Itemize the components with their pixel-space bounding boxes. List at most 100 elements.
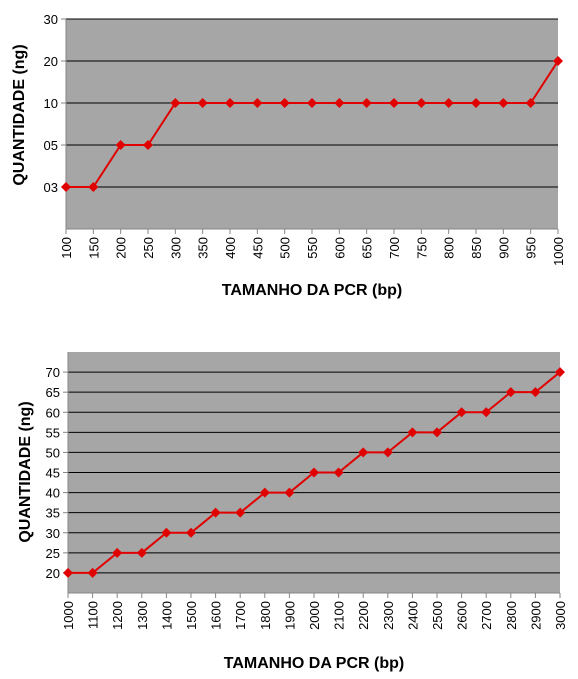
data-point <box>210 507 221 518</box>
data-point <box>197 98 208 108</box>
x-tick-label: 1500 <box>184 601 199 630</box>
data-point <box>61 182 71 192</box>
x-tick-label: 550 <box>305 237 320 259</box>
x-tick-label: 800 <box>442 237 457 259</box>
x-tick-label: 2200 <box>356 601 371 630</box>
y-axis-title: QUANTIDADE (ng) <box>17 401 34 542</box>
data-point <box>136 547 147 558</box>
x-tick-label: 1700 <box>233 601 248 630</box>
y-tick-label: 60 <box>46 405 60 420</box>
data-point <box>87 567 98 578</box>
y-tick-label: 70 <box>46 365 60 380</box>
x-tick-label: 1000 <box>61 601 76 630</box>
y-tick-label: 20 <box>46 566 60 581</box>
data-point <box>333 467 344 478</box>
y-tick-label: 35 <box>46 506 60 521</box>
x-tick-label: 2700 <box>479 601 494 630</box>
data-point <box>407 427 418 438</box>
x-tick-label: 100 <box>59 237 74 259</box>
y-tick-label: 10 <box>44 96 58 111</box>
data-point <box>361 98 372 108</box>
data-point <box>416 98 427 108</box>
x-tick-label: 500 <box>278 237 293 259</box>
x-tick-label: 650 <box>360 237 375 259</box>
y-tick-label: 25 <box>46 546 60 561</box>
data-point <box>112 547 123 558</box>
x-tick-label: 200 <box>114 237 129 259</box>
x-tick-label: 400 <box>223 237 238 259</box>
data-point <box>309 467 319 478</box>
data-point <box>382 447 393 458</box>
x-tick-label: 1600 <box>209 601 224 630</box>
x-tick-label: 950 <box>524 237 539 259</box>
x-tick-label: 700 <box>387 237 402 259</box>
data-point <box>284 487 295 498</box>
x-tick-label: 900 <box>496 237 511 259</box>
data-point <box>63 567 73 578</box>
x-tick-label: 2500 <box>430 601 445 630</box>
x-tick-label: 850 <box>469 237 484 259</box>
data-point <box>88 182 99 192</box>
y-tick-label: 50 <box>46 445 60 460</box>
y-tick-label: 20 <box>44 54 58 69</box>
x-tick-label: 250 <box>141 237 156 259</box>
x-tick-label: 1100 <box>86 601 101 629</box>
y-tick-label: 30 <box>46 526 60 541</box>
data-point <box>170 98 181 108</box>
data-point <box>553 56 563 66</box>
data-point <box>530 387 541 398</box>
x-tick-label: 750 <box>414 237 429 259</box>
x-axis-title: TAMANHO DA PCR (bp) <box>222 282 402 299</box>
data-point <box>279 98 290 108</box>
x-tick-label: 150 <box>86 237 101 259</box>
y-axis-title: QUANTIDADE (ng) <box>11 44 28 185</box>
x-tick-label: 350 <box>196 237 211 259</box>
data-point <box>161 527 172 538</box>
data-point <box>505 387 516 398</box>
data-point <box>115 140 126 150</box>
x-tick-label: 2800 <box>504 601 519 630</box>
x-tick-label: 600 <box>332 237 347 259</box>
data-point <box>471 98 481 108</box>
chart-top: 03 05 10 20 30 100 150 200 250 300 350 400 450 500 550… <box>0 0 578 310</box>
data-point <box>143 140 153 150</box>
data-point <box>498 98 509 108</box>
chart-bottom: 20 25 30 35 40 45 50 55 60 65 70 1000 1100 1200 1300 14… <box>0 340 578 679</box>
chart-bottom-svg: 20 25 30 35 40 45 50 55 60 65 70 1000 1100 1200 1300 14… <box>17 352 568 672</box>
data-point <box>235 507 246 518</box>
y-tick-label: 05 <box>44 138 58 153</box>
x-tick-label: 3000 <box>553 601 568 630</box>
y-tick-label: 65 <box>46 385 60 400</box>
x-tick-label: 1900 <box>282 601 297 630</box>
data-point <box>456 407 467 418</box>
chart-top-svg: 03 05 10 20 30 100 150 200 250 300 350 400 450 500 550… <box>11 12 566 299</box>
data-point <box>307 98 317 108</box>
data-point <box>358 447 369 458</box>
x-tick-label: 2300 <box>381 601 396 630</box>
x-tick-label: 1800 <box>258 601 273 630</box>
x-tick-label: 2100 <box>332 601 347 630</box>
x-tick-label: 450 <box>250 237 265 259</box>
y-tick-label: 30 <box>44 12 58 27</box>
x-axis-title: TAMANHO DA PCR (bp) <box>224 655 404 672</box>
x-tick-label: 2000 <box>307 601 322 630</box>
x-tick-label: 1400 <box>159 601 174 630</box>
data-point <box>259 487 270 498</box>
x-tick-label: 2900 <box>528 601 543 630</box>
data-point <box>389 98 399 108</box>
x-tick-label: 300 <box>168 237 183 259</box>
data-point <box>555 367 565 378</box>
plot-area <box>66 19 558 229</box>
data-point <box>252 98 263 108</box>
y-tick-label: 03 <box>44 180 58 195</box>
x-tick-label: 2600 <box>455 601 470 630</box>
data-point <box>432 427 442 438</box>
x-tick-label: 1200 <box>110 601 125 630</box>
y-tick-label: 45 <box>46 466 60 481</box>
data-point <box>225 98 235 108</box>
data-point <box>334 98 345 108</box>
y-tick-label: 55 <box>46 425 60 440</box>
x-tick-label: 1000 <box>551 237 566 266</box>
x-tick-label: 2400 <box>405 601 420 630</box>
data-point <box>186 527 196 538</box>
